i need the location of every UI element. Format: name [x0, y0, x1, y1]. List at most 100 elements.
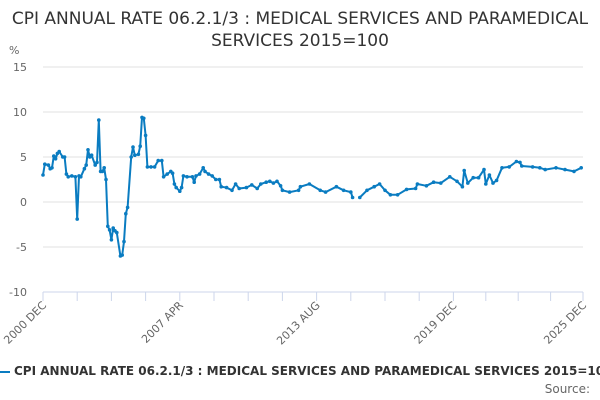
data-point — [64, 172, 69, 176]
data-point — [471, 175, 476, 180]
data-point — [84, 163, 88, 167]
data-point — [296, 188, 301, 193]
data-point — [197, 172, 202, 176]
data-point — [424, 184, 429, 188]
data-point — [383, 188, 387, 193]
data-point — [271, 181, 276, 185]
data-point — [298, 184, 303, 189]
data-point — [250, 183, 254, 187]
data-point — [500, 166, 504, 170]
data-point — [494, 178, 499, 183]
data-point — [388, 193, 393, 197]
data-point — [365, 188, 369, 193]
data-point — [268, 179, 272, 184]
data-point — [482, 167, 486, 172]
data-point — [97, 118, 101, 122]
data-point — [455, 179, 459, 184]
data-point — [125, 205, 130, 210]
y-tick-label: 15 — [13, 61, 27, 74]
data-point — [484, 182, 488, 186]
data-point — [543, 167, 547, 172]
x-tick-label: 2019 DEC — [412, 299, 460, 347]
data-point — [230, 188, 234, 193]
data-point — [466, 181, 470, 185]
data-point — [107, 228, 112, 232]
data-point — [318, 188, 323, 193]
data-point — [185, 175, 189, 179]
data-point — [377, 182, 382, 186]
data-point — [219, 184, 223, 189]
data-point — [554, 166, 558, 170]
data-point — [82, 166, 87, 171]
data-point — [259, 182, 263, 186]
data-point — [179, 185, 184, 190]
data-point — [122, 239, 126, 244]
data-point — [224, 185, 229, 190]
data-point — [323, 190, 328, 194]
data-point — [50, 166, 54, 170]
legend-label: CPI ANNUAL RATE 06.2.1/3 : MEDICAL SERVI… — [14, 364, 600, 378]
x-tick-label: 2000 DEC — [1, 299, 49, 347]
data-point — [124, 211, 128, 216]
data-point — [439, 181, 443, 185]
data-point — [136, 152, 141, 157]
data-point — [460, 184, 465, 189]
data-point — [462, 168, 467, 173]
data-point — [507, 165, 512, 169]
data-point — [95, 160, 99, 165]
data-point — [145, 165, 150, 169]
data-point — [156, 158, 160, 163]
source-credit: Source: — [544, 382, 590, 396]
data-point — [70, 174, 74, 178]
data-point — [201, 166, 205, 170]
data-point — [75, 217, 79, 221]
data-point — [161, 175, 166, 179]
legend-item[interactable]: CPI ANNUAL RATE 06.2.1/3 : MEDICAL SERVI… — [0, 364, 600, 378]
data-point — [395, 193, 400, 197]
data-point — [120, 253, 124, 257]
legend-swatch-icon — [0, 370, 10, 373]
x-tick-label: 2013 AUG — [274, 299, 323, 348]
data-point — [115, 230, 119, 235]
data-point — [131, 145, 135, 149]
data-point — [102, 166, 106, 170]
y-tick-label: 10 — [13, 106, 27, 119]
data-point — [287, 190, 292, 194]
data-point — [518, 160, 522, 165]
data-point — [79, 175, 83, 179]
data-point — [372, 184, 377, 189]
data-point — [233, 182, 238, 186]
data-point — [62, 155, 67, 159]
y-tick-label: -10 — [9, 286, 27, 299]
data-point — [307, 182, 312, 186]
y-tick-label: 0 — [20, 196, 27, 209]
data-point — [109, 238, 114, 242]
series-line — [42, 116, 582, 257]
data-point — [275, 179, 279, 184]
data-point — [192, 180, 196, 184]
data-point — [349, 190, 353, 194]
data-point — [138, 144, 142, 148]
data-point — [334, 184, 339, 189]
data-point — [514, 159, 519, 164]
data-point — [129, 155, 133, 159]
data-point — [210, 174, 214, 178]
data-point — [86, 148, 90, 152]
data-point — [413, 186, 418, 191]
data-point — [66, 175, 70, 179]
chart-title: CPI ANNUAL RATE 06.2.1/3 : MEDICAL SERVI… — [11, 9, 589, 51]
data-point — [194, 174, 198, 178]
data-point — [178, 189, 182, 193]
data-point — [280, 188, 285, 193]
data-point — [487, 173, 492, 177]
data-point — [172, 182, 177, 186]
data-point — [133, 153, 137, 157]
data-point — [255, 186, 259, 191]
data-point — [563, 167, 567, 172]
y-tick-label: -5 — [16, 241, 27, 254]
data-point — [170, 171, 175, 175]
data-point — [579, 166, 583, 170]
data-point — [520, 164, 524, 168]
data-point — [43, 162, 47, 166]
